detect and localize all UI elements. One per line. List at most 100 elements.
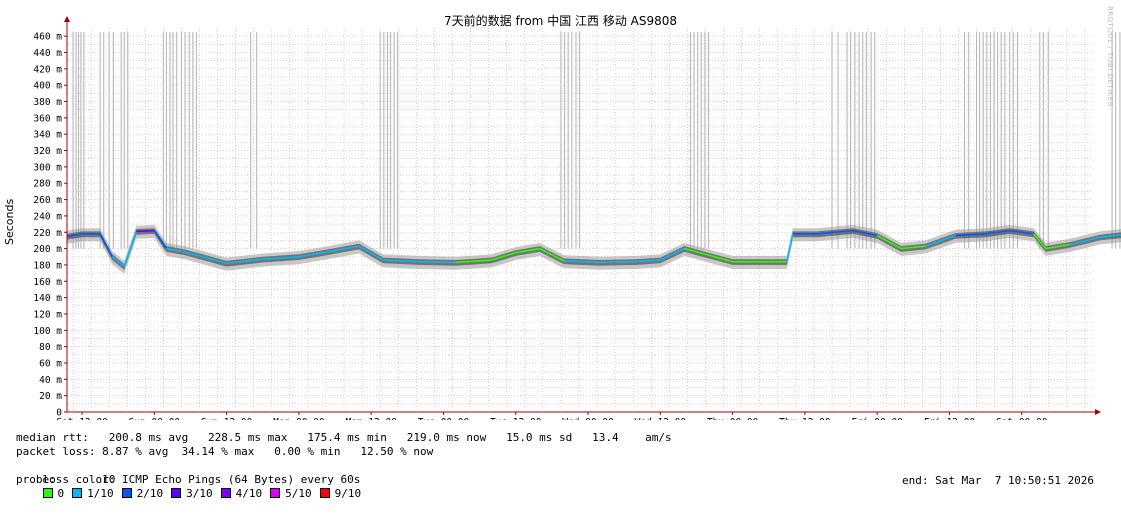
y-tick-label: 460 m xyxy=(33,32,62,43)
probe-info: probe: 10 ICMP Echo Pings (64 Bytes) eve… xyxy=(16,473,361,486)
median-segment xyxy=(455,259,492,264)
median-segment xyxy=(515,247,540,254)
grid xyxy=(67,28,1091,412)
median-segment xyxy=(1033,233,1047,250)
x-tick-label: Fri 00:00 xyxy=(851,417,903,420)
median-segment xyxy=(1069,236,1101,246)
x-tick-label: Mon 00:00 xyxy=(273,417,325,420)
x-axis-arrow xyxy=(1095,409,1101,415)
loss-swatch xyxy=(319,488,330,498)
median-rtt-stats: median rtt: 200.8 ms avg 228.5 ms max 17… xyxy=(16,431,672,444)
x-tick-label: Sat 00:00 xyxy=(996,417,1048,420)
loss-color-label: loss color: xyxy=(42,473,116,486)
x-tick-label: Wed 12:00 xyxy=(635,417,687,420)
x-tick-label: Thu 12:00 xyxy=(779,417,831,420)
axes xyxy=(64,16,1101,415)
median-segment xyxy=(539,247,565,262)
smokeping-graph: 0 20 m 40 m 60 m 80 m 100 m 120 m 140 m 160 m 180… xyxy=(3,6,1121,500)
median-segment xyxy=(262,255,299,261)
x-tick-label: Fri 12:00 xyxy=(924,417,976,420)
x-tick-label: Sun 00:00 xyxy=(129,417,181,420)
loss-swatch xyxy=(220,488,231,498)
x-tick-label: Mon 12:00 xyxy=(345,417,397,420)
median-segment xyxy=(985,229,1010,235)
median-segment xyxy=(955,233,986,237)
median-segment xyxy=(99,233,113,258)
y-tick-label: 100 m xyxy=(33,326,62,337)
loss-swatch xyxy=(72,488,83,498)
median-segment xyxy=(111,256,125,268)
y-tick-label: 140 m xyxy=(33,293,62,304)
y-tick-label: 200 m xyxy=(33,244,62,255)
y-tick-label: 440 m xyxy=(33,48,62,59)
median-segment xyxy=(1009,229,1034,235)
y-tick-label: 280 m xyxy=(33,179,62,190)
median-segment xyxy=(684,247,709,256)
median-segment xyxy=(1045,243,1071,250)
median-segment xyxy=(876,234,902,250)
y-tick-label: 180 m xyxy=(33,260,62,271)
y-tick-label: 400 m xyxy=(33,81,62,92)
end-time: end: Sat Mar 7 10:50:51 2026 xyxy=(902,474,1095,487)
median-segment xyxy=(901,245,926,250)
rtt-spread-band xyxy=(67,224,1121,274)
y-tick-labels: 0 20 m 40 m 60 m 80 m 100 m 120 m 140 m 160 m 180… xyxy=(33,32,67,419)
y-tick-label: 60 m xyxy=(39,358,62,369)
x-tick-label: Sat 12:00 xyxy=(56,417,108,420)
y-tick-label: 40 m xyxy=(39,375,62,386)
y-axis-arrow xyxy=(64,16,70,22)
median-segment xyxy=(419,260,456,264)
smoke-spikes xyxy=(72,32,1121,249)
loss-swatch xyxy=(42,488,53,498)
median-segment xyxy=(202,255,227,265)
x-tick-label: Tue 00:00 xyxy=(418,417,470,420)
y-axis-label: Seconds xyxy=(3,198,16,245)
x-tick-labels: Sat 12:00 Sun 00:00 Sun 12:00 Mon 00:00 Mon … xyxy=(56,412,1048,420)
loss-swatch xyxy=(121,488,132,498)
y-tick-label: 80 m xyxy=(39,342,62,353)
median-segment xyxy=(358,245,384,261)
y-tick-label: 380 m xyxy=(33,97,62,108)
median-segment xyxy=(491,251,516,261)
y-tick-label: 220 m xyxy=(33,228,62,239)
y-tick-label: 420 m xyxy=(33,64,62,75)
x-tick-label: Tue 12:00 xyxy=(490,417,542,420)
y-tick-label: 240 m xyxy=(33,211,62,222)
y-tick-label: 320 m xyxy=(33,146,62,157)
median-segment xyxy=(659,247,685,261)
median-segment xyxy=(166,247,185,253)
x-tick-label: Thu 00:00 xyxy=(707,417,759,420)
median-segment xyxy=(123,231,138,267)
rrdtool-watermark: RRDTOOL / TOBI OETIKER xyxy=(1106,6,1114,108)
median-segment xyxy=(298,251,324,258)
packet-loss-stats: packet loss: 8.87 % avg 34.14 % max 0.00… xyxy=(16,445,434,458)
median-segment xyxy=(708,254,733,263)
y-tick-label: 300 m xyxy=(33,162,62,173)
median-segment xyxy=(636,259,661,263)
median-segment xyxy=(816,229,854,235)
chart-title: 7天前的数据 from 中国 江西 移动 AS9808 xyxy=(444,14,677,28)
loss-swatch xyxy=(171,488,182,498)
loss-color-legend: loss color: 0 1/10 2/10 3/10 4/10 5/10 9/10 xyxy=(16,459,369,515)
median-rtt-line xyxy=(66,229,1121,268)
median-segment xyxy=(563,260,601,264)
y-tick-label: 360 m xyxy=(33,113,62,124)
y-tick-label: 0 xyxy=(56,408,62,419)
rtt-spread xyxy=(67,224,1121,274)
y-tick-label: 160 m xyxy=(33,277,62,288)
y-tick-label: 120 m xyxy=(33,309,62,320)
y-tick-label: 340 m xyxy=(33,130,62,141)
median-segment xyxy=(600,260,637,264)
x-tick-label: Sun 12:00 xyxy=(201,417,253,420)
loss-swatch xyxy=(270,488,281,498)
median-segment xyxy=(226,258,263,265)
median-segment xyxy=(1099,234,1121,238)
median-segment xyxy=(153,230,168,250)
median-segment xyxy=(852,229,878,237)
x-tick-label: Wed 00:00 xyxy=(562,417,614,420)
median-segment xyxy=(786,233,794,262)
latency-chart: 0 20 m 40 m 60 m 80 m 100 m 120 m 140 m 160 m 180… xyxy=(33,16,1121,420)
median-segment xyxy=(322,245,360,254)
median-segment xyxy=(184,251,203,258)
median-segment xyxy=(66,233,83,238)
